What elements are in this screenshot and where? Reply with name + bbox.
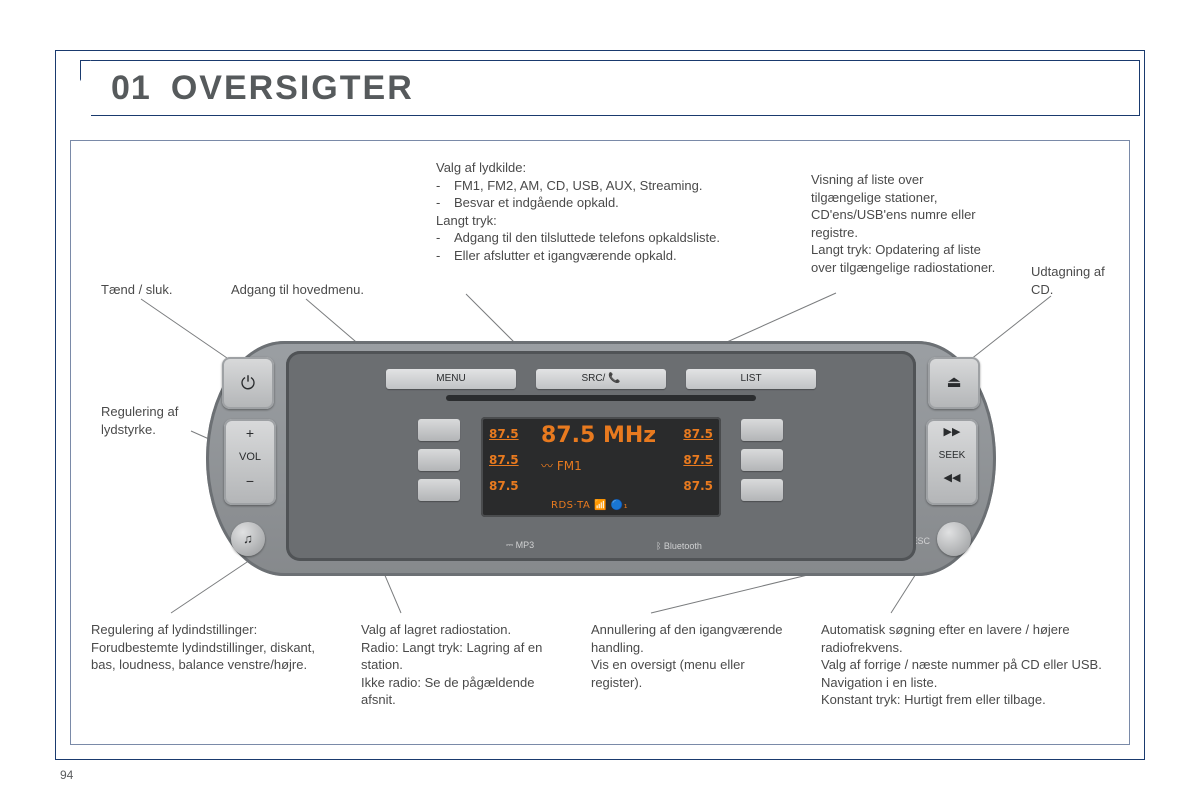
callout-source-i4: Eller afslutter et igangværende opkald. xyxy=(454,247,786,265)
display-preset-r2: 87.5 xyxy=(683,447,713,473)
title-bar: 01 OVERSIGTER xyxy=(70,60,1130,120)
display-preset-l3: 87.5 xyxy=(489,479,519,493)
display-preset-l2: 87.5 xyxy=(489,447,519,473)
display-preset-r3: 87.5 xyxy=(683,479,713,493)
mp3-label: ⎓ MP3 xyxy=(506,540,534,551)
car-radio: ⏻ ⏏ + VOL − ▶▶ SEEK ◀◀ ♫ ESC MENU SRC/ 📞… xyxy=(206,341,996,576)
volume-plus-icon: + xyxy=(224,425,276,441)
preset-6[interactable] xyxy=(741,479,783,501)
preset-1[interactable] xyxy=(418,419,460,441)
list-button[interactable]: LIST xyxy=(686,369,816,389)
callout-list: Visning af liste over tilgængelige stati… xyxy=(811,171,996,276)
callout-eject: Udtagning af CD. xyxy=(1031,263,1126,298)
display-frequency: 87.5 MHz xyxy=(541,423,656,448)
callout-power: Tænd / sluk. xyxy=(101,281,211,299)
diagram-area: Tænd / sluk. Adgang til hovedmenu. Valg … xyxy=(70,140,1130,745)
callout-source-i2: Besvar et indgående opkald. xyxy=(454,194,786,212)
display-presets-left: 87.5 87.5 87.5 xyxy=(489,421,519,499)
callout-source-i1: FM1, FM2, AM, CD, USB, AUX, Streaming. xyxy=(454,177,786,195)
callout-preset: Valg af lagret radiostation. Radio: Lang… xyxy=(361,621,561,709)
page-number: 94 xyxy=(60,768,73,782)
callout-volume: Regulering af lydstyrke. xyxy=(101,403,201,438)
cd-slot[interactable] xyxy=(446,395,756,401)
volume-minus-icon: − xyxy=(224,473,276,489)
callout-esc: Annullering af den igangværende handling… xyxy=(591,621,791,691)
menu-button[interactable]: MENU xyxy=(386,369,516,389)
callout-seek: Automatisk søgning efter en lavere / høj… xyxy=(821,621,1121,709)
preset-4[interactable] xyxy=(741,419,783,441)
callout-source-h1: Valg af lydkilde: xyxy=(436,159,786,177)
source-button[interactable]: SRC/ 📞 xyxy=(536,369,666,389)
preset-3[interactable] xyxy=(418,479,460,501)
radio-faceplate: MENU SRC/ 📞 LIST 87.5 87.5 87.5 xyxy=(286,351,916,561)
preset-buttons-left xyxy=(418,419,460,501)
callout-audio-settings: Regulering af lydindstillinger: Forudbes… xyxy=(91,621,331,674)
preset-buttons-right xyxy=(741,419,783,501)
volume-rocker[interactable]: + VOL − xyxy=(224,419,276,505)
volume-label: VOL xyxy=(224,451,276,463)
display-status: RDS·TA 📶 🔵₁ xyxy=(551,500,628,511)
seek-rocker[interactable]: ▶▶ SEEK ◀◀ xyxy=(926,419,978,505)
callout-source-h2: Langt tryk: xyxy=(436,212,786,230)
eject-button[interactable]: ⏏ xyxy=(928,357,980,409)
display-preset-l1: 87.5 xyxy=(489,421,519,447)
preset-5[interactable] xyxy=(741,449,783,471)
seek-fwd-icon: ▶▶ xyxy=(926,427,978,438)
seek-label: SEEK xyxy=(926,450,978,461)
display-band: 〰 FM1 xyxy=(541,457,582,474)
display-preset-r1: 87.5 xyxy=(683,421,713,447)
section-number: 01 xyxy=(111,69,151,108)
preset-2[interactable] xyxy=(418,449,460,471)
lcd-display: 87.5 87.5 87.5 87.5 87.5 87.5 87.5 MHz 〰… xyxy=(481,417,721,517)
display-presets-right: 87.5 87.5 87.5 xyxy=(683,421,713,499)
callout-menu: Adgang til hovedmenu. xyxy=(231,281,401,299)
section-title: OVERSIGTER xyxy=(171,69,414,108)
seek-rew-icon: ◀◀ xyxy=(926,473,978,484)
callout-source-i3: Adgang til den tilsluttede telefons opka… xyxy=(454,229,786,247)
bluetooth-label: ᛒ Bluetooth xyxy=(656,541,702,551)
esc-button[interactable] xyxy=(937,522,971,556)
audio-settings-button[interactable]: ♫ xyxy=(231,522,265,556)
power-button[interactable]: ⏻ xyxy=(222,357,274,409)
callout-source: Valg af lydkilde: FM1, FM2, AM, CD, USB,… xyxy=(436,159,786,264)
